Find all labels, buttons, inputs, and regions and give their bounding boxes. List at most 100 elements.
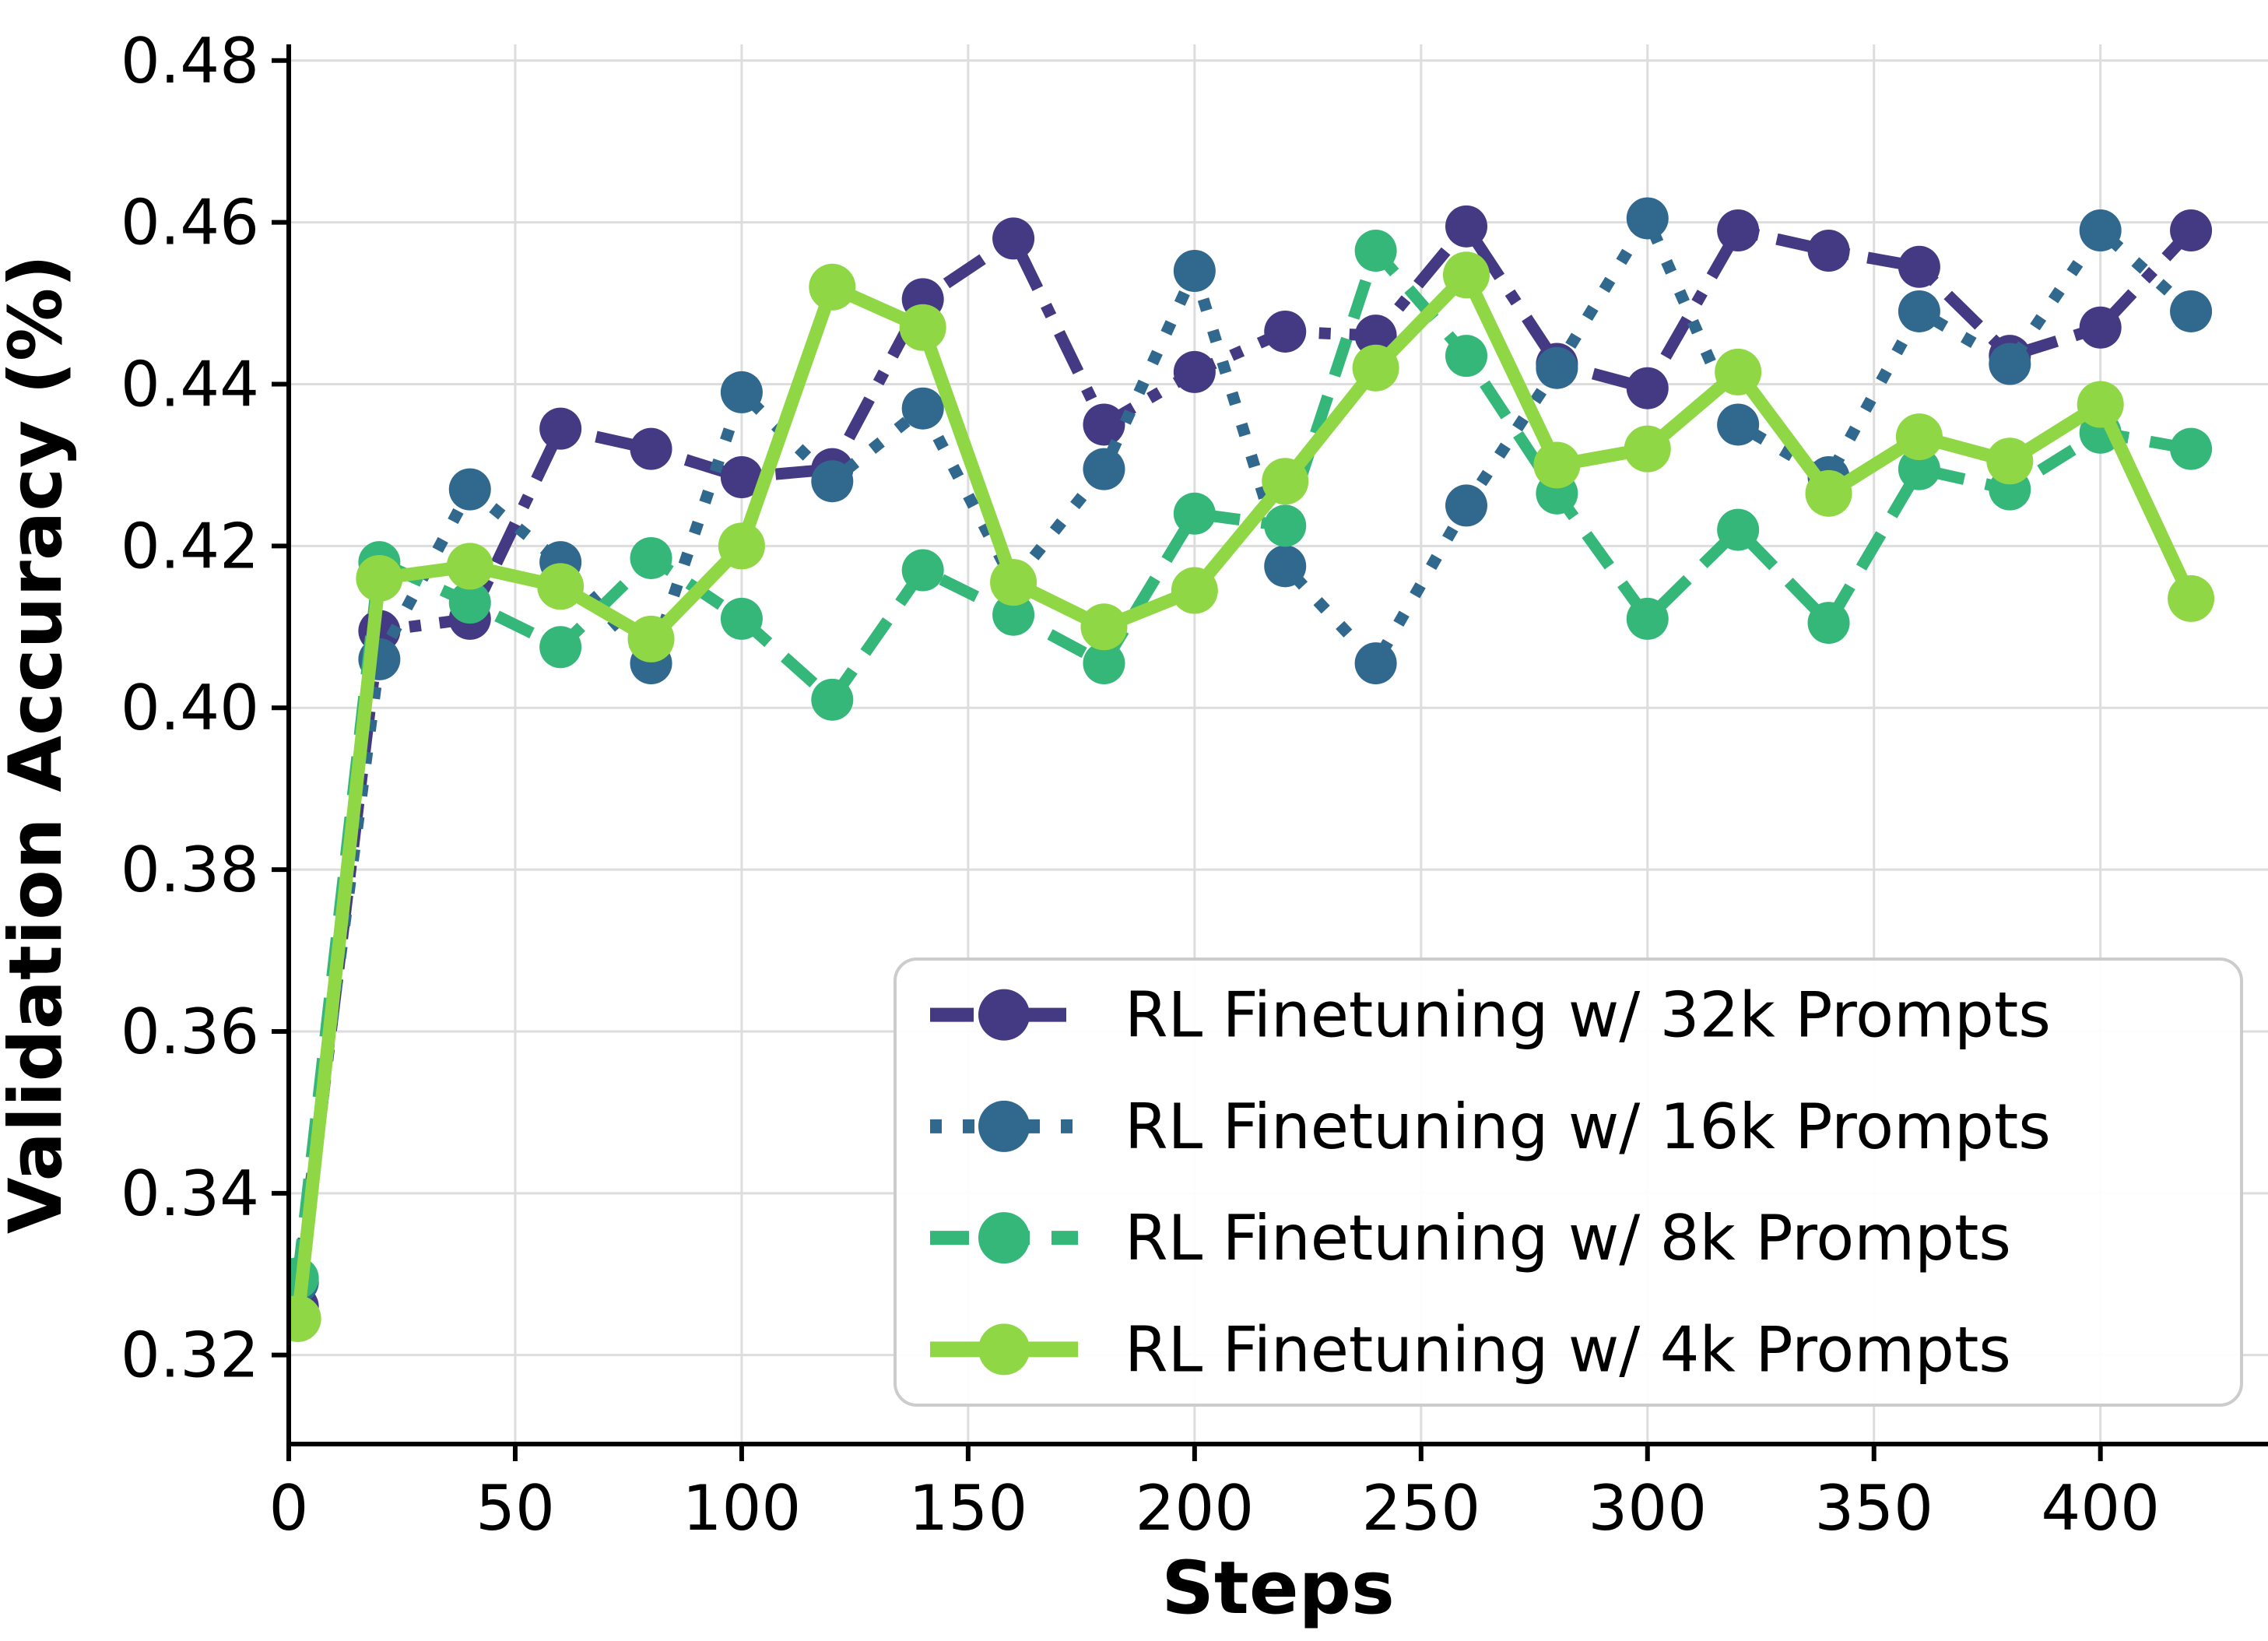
- data-point-8k-step-120: [811, 678, 854, 721]
- data-point-32k-step-300: [1626, 367, 1669, 409]
- legend-item-16k: RL Finetuning w/ 16k Prompts: [930, 1091, 2051, 1163]
- data-point-4k-step-2: [289, 1295, 321, 1342]
- data-point-4k-step-340: [1805, 469, 1852, 517]
- x-tick-label-0: 0: [269, 1472, 309, 1544]
- legend-box: [894, 958, 2243, 1407]
- data-point-16k-step-300: [1626, 197, 1669, 240]
- tick-labels: 0 50 100 150 200 250 300 350 400 0.32 0.34 0.36 0.38…: [121, 25, 2160, 1544]
- x-tick-label-250: 250: [1361, 1472, 1480, 1544]
- data-point-32k-step-400: [2079, 306, 2122, 349]
- data-point-4k-step-320: [1715, 348, 1762, 395]
- data-point-8k-step-60: [539, 626, 582, 669]
- y-tick-label-0.34: 0.34: [121, 1158, 259, 1230]
- y-tick-label-0.46: 0.46: [121, 187, 259, 259]
- legend-marker-icon-8k: [978, 1212, 1030, 1264]
- y-tick-label-0.36: 0.36: [121, 996, 259, 1068]
- x-tick-label-300: 300: [1588, 1472, 1707, 1544]
- legend-label-8k: RL Finetuning w/ 8k Prompts: [1125, 1202, 2011, 1274]
- data-point-16k-step-380: [1989, 343, 2031, 385]
- data-point-32k-step-180: [1083, 403, 1125, 446]
- legend-marker-icon-4k: [978, 1323, 1030, 1376]
- x-axis-label: Steps: [1161, 1546, 1395, 1631]
- data-point-16k-step-320: [1717, 403, 1760, 446]
- legend-label-32k: RL Finetuning w/ 32k Prompts: [1125, 979, 2051, 1052]
- data-point-32k-step-260: [1445, 205, 1487, 248]
- data-point-16k-step-400: [2079, 209, 2122, 252]
- data-point-32k-step-60: [539, 407, 582, 450]
- data-point-4k-step-40: [446, 543, 493, 590]
- data-point-4k-step-220: [1262, 458, 1309, 505]
- y-tick-label-0.40: 0.40: [121, 672, 259, 744]
- x-tick-label-350: 350: [1814, 1472, 1933, 1544]
- data-point-8k-step-320: [1717, 508, 1760, 551]
- x-tick-label-150: 150: [909, 1472, 1028, 1544]
- data-point-8k-step-100: [720, 597, 763, 640]
- data-point-8k-step-300: [1626, 597, 1669, 640]
- data-point-16k-step-200: [1173, 250, 1216, 293]
- data-point-4k-step-200: [1171, 567, 1218, 614]
- data-point-4k-step-100: [718, 522, 765, 570]
- y-tick-label-0.44: 0.44: [121, 349, 259, 421]
- x-tick-label-50: 50: [476, 1472, 555, 1544]
- data-point-16k-step-40: [448, 468, 491, 511]
- data-point-4k-step-120: [809, 263, 856, 311]
- legend-label-16k: RL Finetuning w/ 16k Prompts: [1125, 1091, 2051, 1163]
- x-tick-label-200: 200: [1135, 1472, 1254, 1544]
- data-point-16k-step-420: [2170, 290, 2213, 332]
- series-line-32k: [292, 220, 2196, 1308]
- data-point-8k-step-240: [1354, 230, 1397, 272]
- y-tick-label-0.38: 0.38: [121, 834, 259, 906]
- data-point-8k-step-220: [1264, 504, 1307, 547]
- data-point-4k-step-420: [2168, 575, 2215, 622]
- data-point-8k-step-80: [630, 536, 672, 579]
- data-point-32k-step-360: [1898, 245, 1940, 288]
- data-point-4k-step-160: [990, 559, 1037, 606]
- data-point-16k-step-360: [1898, 290, 1940, 332]
- series-line-8k: [292, 244, 2193, 1279]
- legend-item-4k: RL Finetuning w/ 4k Prompts: [930, 1313, 2011, 1386]
- data-point-16k-step-180: [1083, 448, 1125, 490]
- data-point-32k-step-160: [992, 217, 1035, 260]
- data-point-4k-step-240: [1352, 344, 1399, 392]
- y-axis-label: Validation Accuracy (%): [0, 255, 79, 1234]
- y-tick-label-0.32: 0.32: [121, 1319, 259, 1392]
- data-point-16k-step-220: [1264, 545, 1307, 588]
- y-tick-label-0.48: 0.48: [121, 25, 259, 97]
- data-point-16k-step-260: [1445, 484, 1487, 527]
- x-tick-label-400: 400: [2041, 1472, 2160, 1544]
- data-point-4k-step-140: [899, 304, 946, 351]
- data-point-32k-step-200: [1173, 350, 1216, 393]
- data-point-4k-step-60: [537, 563, 585, 610]
- data-point-4k-step-280: [1533, 441, 1581, 489]
- data-point-4k-step-300: [1624, 425, 1671, 473]
- data-point-8k-step-360: [1898, 448, 1940, 490]
- data-point-8k-step-200: [1173, 492, 1216, 535]
- axes: [272, 44, 2268, 1461]
- series-line-4k: [291, 268, 2197, 1319]
- y-tick-label-0.42: 0.42: [121, 510, 259, 582]
- data-point-16k-step-240: [1354, 642, 1397, 685]
- data-point-32k-step-340: [1807, 230, 1850, 272]
- legend: RL Finetuning w/ 32k Prompts RL Finetunin…: [894, 958, 2243, 1407]
- legend-marker-icon-32k: [978, 989, 1030, 1041]
- series-4k: [289, 251, 2215, 1342]
- data-point-4k-step-180: [1080, 603, 1128, 651]
- data-point-32k-step-240: [1354, 314, 1397, 357]
- data-point-4k-step-360: [1895, 413, 1943, 461]
- x-tick-label-100: 100: [683, 1472, 802, 1544]
- data-point-4k-step-80: [627, 615, 675, 662]
- series-layer: [289, 197, 2215, 1342]
- data-point-16k-step-280: [1536, 346, 1578, 389]
- data-point-32k-step-220: [1264, 310, 1307, 353]
- data-point-16k-step-100: [720, 371, 763, 413]
- legend-marker-icon-16k: [978, 1100, 1030, 1152]
- data-point-8k-step-420: [2170, 427, 2213, 470]
- legend-label-4k: RL Finetuning w/ 4k Prompts: [1125, 1313, 2011, 1386]
- data-point-4k-step-400: [2077, 381, 2124, 428]
- data-point-16k-step-120: [811, 460, 854, 503]
- data-point-4k-step-380: [1986, 437, 2034, 485]
- data-point-32k-step-320: [1717, 209, 1760, 252]
- data-point-8k-step-340: [1807, 602, 1850, 645]
